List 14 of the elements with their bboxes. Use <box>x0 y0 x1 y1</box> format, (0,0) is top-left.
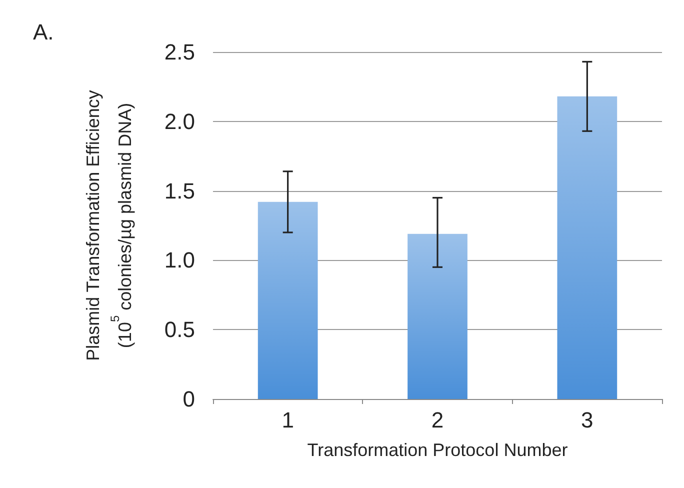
chart-title: A. <box>33 20 54 44</box>
y-tick-label: 2.0 <box>164 108 195 134</box>
x-tick-label: 3 <box>581 408 594 432</box>
bar <box>408 234 468 399</box>
x-tick-label: 2 <box>431 408 444 432</box>
y-tick-label: 1.0 <box>164 248 195 273</box>
y-tick-label: 0.5 <box>164 317 195 342</box>
y-tick-label: 2.5 <box>164 40 195 64</box>
x-axis-title: Transformation Protocol Number <box>307 440 568 460</box>
bar <box>557 96 618 399</box>
y-tick-label: 0 <box>182 386 195 412</box>
bar <box>258 202 318 399</box>
y-tick-label: 1.5 <box>164 178 195 204</box>
x-tick-label: 1 <box>282 408 294 432</box>
